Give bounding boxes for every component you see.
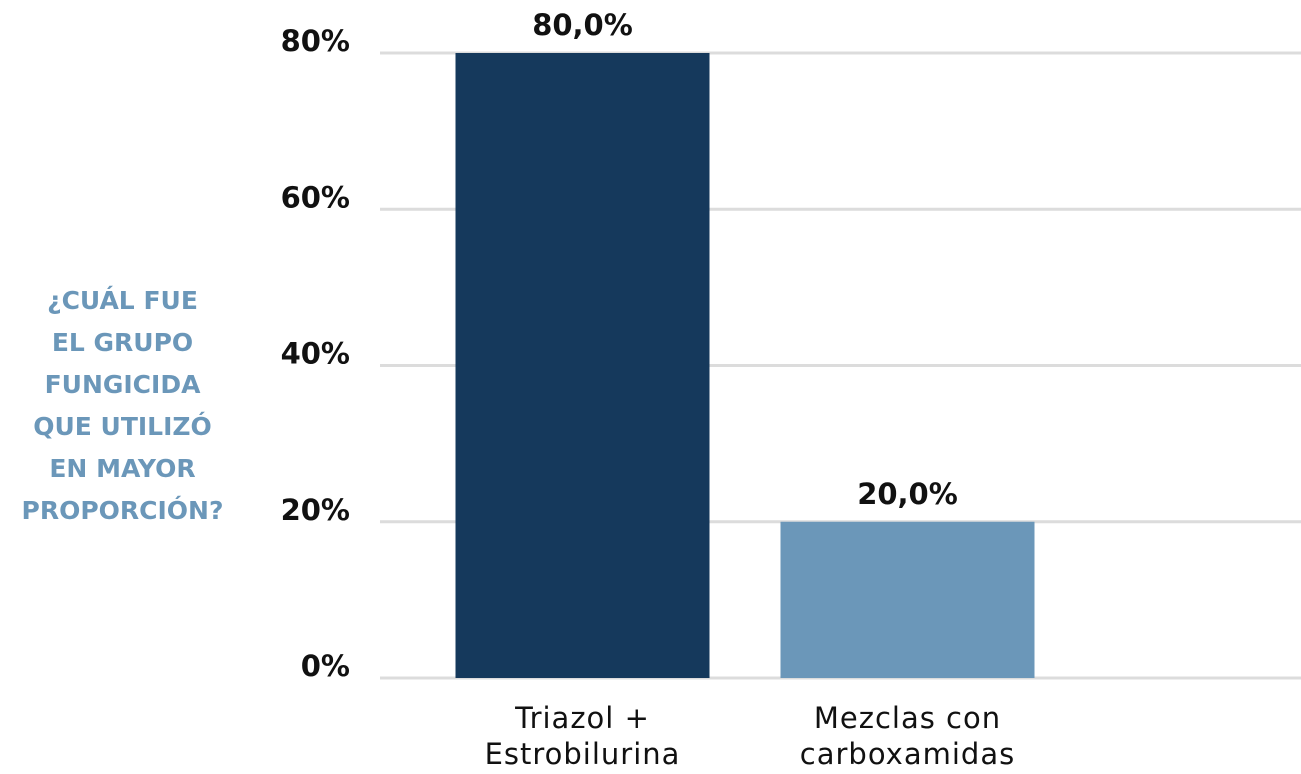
y-axis-label-line: EL GRUPO — [51, 328, 194, 357]
y-axis-label-line: QUE UTILIZÓ — [33, 412, 212, 441]
y-axis-label-line: PROPORCIÓN? — [21, 496, 224, 525]
y-axis-label: ¿CUÁL FUE EL GRUPO FUNGICIDA QUE UTILIZÓ EN … — [0, 280, 245, 532]
bar — [455, 53, 710, 678]
y-tick-label: 80% — [281, 24, 350, 58]
y-axis-label-line: ¿CUÁL FUE — [47, 286, 198, 315]
x-tick-label: Triazol + Estrobilurina — [484, 701, 681, 771]
x-tick-label: Mezclas con carboxamidas — [799, 701, 1016, 771]
y-tick-label: 60% — [281, 180, 350, 214]
data-label: 20,0% — [857, 477, 958, 511]
y-axis-label-line: EN MAYOR — [49, 454, 196, 483]
y-axis-label-line: FUNGICIDA — [44, 370, 201, 399]
y-tick-label: 40% — [281, 337, 350, 371]
y-tick-label: 20% — [281, 493, 350, 527]
bar — [780, 521, 1035, 678]
data-label: 80,0% — [532, 8, 633, 42]
y-tick-label: 0% — [301, 649, 350, 683]
